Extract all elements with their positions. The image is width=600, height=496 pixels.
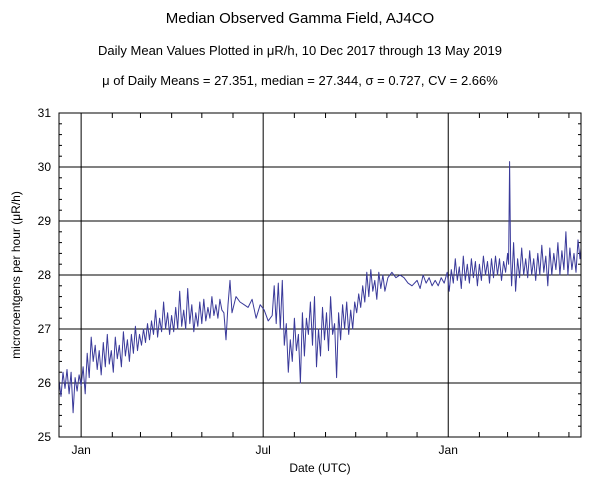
grid-lines: [59, 113, 581, 437]
x-tick-label: Jul: [256, 443, 271, 457]
series-line: [58, 161, 582, 414]
x-tick-label: Jan: [71, 443, 90, 457]
chart-subtitle: Daily Mean Values Plotted in μR/h, 10 De…: [98, 43, 502, 58]
y-tick-label: 30: [38, 160, 52, 174]
tick-labels: 25 26 27 28 29 30 31 Jan Jul Jan: [38, 106, 458, 457]
y-tick-label: 27: [38, 322, 52, 336]
y-tick-label: 31: [38, 106, 52, 120]
plot-frame: [58, 112, 582, 438]
y-tick-label: 29: [38, 214, 52, 228]
chart-title: Median Observed Gamma Field, AJ4CO: [165, 10, 435, 27]
y-tick-label: 26: [38, 376, 52, 390]
x-axis-title: Date (UTC): [289, 461, 350, 475]
y-axis-title: microroentgens per hour (μR/h): [9, 191, 23, 359]
series-layer: [58, 161, 582, 414]
y-tick-label: 25: [38, 430, 52, 444]
y-tick-label: 28: [38, 268, 52, 282]
chart-stats-line: μ of Daily Means = 27.351, median = 27.3…: [102, 73, 498, 88]
x-tick-label: Jan: [439, 443, 458, 457]
